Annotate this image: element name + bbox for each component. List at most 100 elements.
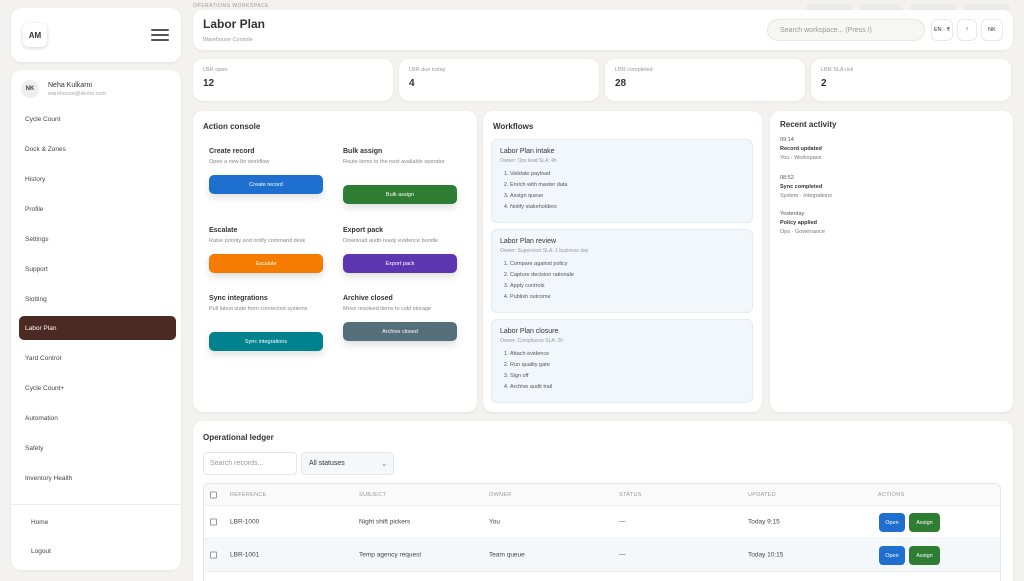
action-title: Archive closed: [343, 295, 393, 302]
kpi-label: LBR completed: [615, 67, 653, 73]
sidebar-item[interactable]: Dock & Zones: [19, 137, 176, 161]
panel-title: Operational ledger: [203, 433, 274, 442]
workflow-step: Attach evidence: [510, 349, 744, 360]
kpi-value: 2: [821, 78, 827, 89]
sidebar-item-label: Profile: [25, 205, 44, 213]
operational-ledger: Operational ledger Search records... All…: [193, 421, 1013, 581]
action-button[interactable]: Export pack: [343, 254, 457, 273]
row-checkbox[interactable]: [210, 551, 217, 559]
kpi-card: LBR open 12: [193, 59, 393, 101]
ledger-search-input[interactable]: Search records...: [203, 452, 297, 475]
sidebar-item[interactable]: Yard Control: [19, 346, 176, 370]
brand-logo: AM: [23, 23, 47, 47]
cell-owner: You: [489, 518, 500, 526]
table-row: LBR-1000 Night shift pickers You — Today 9:1…: [204, 506, 1000, 539]
sidebar-item-label: Logout: [31, 547, 51, 555]
user-email: warehouse@demo.com: [48, 90, 107, 97]
workflow-title: Labor Plan closure: [500, 328, 559, 335]
action-card: Sync integrations Pull latest state from …: [209, 295, 329, 351]
action-card: Create record Open a new lbr workflow Crea…: [209, 148, 329, 194]
open-button[interactable]: Open: [879, 513, 905, 532]
column-header: STATUS: [619, 491, 642, 498]
sidebar-item-label: Safety: [25, 444, 44, 452]
sidebar-item[interactable]: Profile: [19, 197, 176, 221]
action-description: Pull latest state from connected systems: [209, 306, 308, 312]
user-block: NK Neha Kulkarni warehouse@demo.com: [11, 70, 181, 108]
recent-activity-panel: Recent activity 09:14 Record updated You ·…: [770, 111, 1013, 412]
action-button[interactable]: Create record: [209, 175, 323, 194]
activity-item: 08:52 Sync completed System · Integrations: [780, 175, 832, 199]
sidebar-item-logout[interactable]: Logout: [19, 539, 176, 563]
cell-ref: LBR-1001: [230, 551, 260, 559]
row-checkbox[interactable]: [210, 518, 217, 526]
open-button[interactable]: Open: [879, 546, 905, 565]
action-button[interactable]: Bulk assign: [343, 185, 457, 204]
workflow-step: Enrich with master data: [510, 180, 744, 191]
sidebar-item-label: Inventory Health: [25, 474, 73, 482]
workflow-title: Labor Plan review: [500, 238, 557, 245]
action-title: Create record: [209, 148, 255, 155]
sidebar-item[interactable]: Labor Plan: [19, 316, 176, 340]
search-input[interactable]: Search workspace... (Press /): [767, 19, 925, 41]
activity-subtitle: Ops · Governance: [780, 229, 825, 235]
sidebar-item[interactable]: Settings: [19, 227, 176, 251]
activity-subtitle: You · Workspace: [780, 155, 822, 161]
column-header: OWNER: [489, 491, 512, 498]
sidebar-item-label: Automation: [25, 414, 58, 422]
workflow-steps: Attach evidenceRun quality gateSign offA…: [500, 349, 744, 393]
sidebar-item-label: Dock & Zones: [25, 145, 66, 153]
select-all-checkbox[interactable]: [210, 491, 217, 498]
header-pill: [806, 4, 852, 12]
workflow-step: Notify stakeholders: [510, 202, 744, 213]
header-pill: [964, 4, 1010, 12]
status-filter-value: All statuses: [309, 460, 345, 467]
workflow-step: Compare against policy: [510, 259, 744, 270]
assign-button[interactable]: Assign: [909, 546, 940, 565]
panel-title: Recent activity: [780, 120, 837, 129]
column-header: UPDATED: [748, 491, 776, 498]
kpi-card: LBR completed 28: [605, 59, 805, 101]
action-title: Export pack: [343, 227, 384, 234]
workflow-step: Capture decision rationale: [510, 270, 744, 281]
status-filter-select[interactable]: All statuses ⌄: [301, 452, 394, 475]
sidebar-item-label: Labor Plan: [25, 324, 57, 332]
column-header: SUBJECT: [359, 491, 387, 498]
header-pill: [910, 4, 956, 12]
panel-title: Action console: [203, 122, 261, 131]
cell-updated: Today 9:15: [748, 518, 780, 526]
sidebar-item[interactable]: Cycle Count: [19, 107, 176, 131]
table-header: REFERENCE SUBJECT OWNER STATUS UPDATED ACTION…: [204, 484, 1000, 506]
workflow-card: Labor Plan intake Owner: Ops lead SLA: 4h…: [491, 139, 753, 223]
action-button[interactable]: Escalate: [209, 254, 323, 273]
action-description: Route items to the next available operat…: [343, 159, 445, 165]
assign-button[interactable]: Assign: [909, 513, 940, 532]
ledger-table: REFERENCE SUBJECT OWNER STATUS UPDATED ACTION…: [203, 483, 1001, 581]
sidebar-item[interactable]: Inventory Health: [19, 466, 176, 490]
cell-subject: Temp agency request: [359, 551, 422, 559]
cell-updated: Today 10:15: [748, 551, 784, 559]
workflow-step: Publish outcome: [510, 292, 744, 303]
sidebar-item[interactable]: History: [19, 167, 176, 191]
workflow-owner: Owner: Supervisor SLA: 1 business day: [500, 248, 589, 254]
page-header: Labor Plan Warehouse Console Search work…: [193, 10, 1013, 50]
hamburger-icon[interactable]: [151, 29, 169, 41]
notification-button[interactable]: !: [957, 19, 977, 41]
action-title: Sync integrations: [209, 295, 268, 302]
sidebar-item[interactable]: Safety: [19, 436, 176, 460]
workspace-label: OPERATIONS WORKSPACE: [193, 3, 269, 9]
kpi-value: 4: [409, 78, 415, 89]
sidebar-item-label: Support: [25, 265, 48, 273]
action-card: Escalate Raise priority and notify comman…: [209, 227, 329, 273]
sidebar-item[interactable]: Slotting: [19, 287, 176, 311]
sidebar-item[interactable]: Cycle Count+: [19, 376, 176, 400]
avatar-button[interactable]: NK: [981, 19, 1003, 41]
action-button[interactable]: Archive closed: [343, 322, 457, 341]
workflow-step: Assign queue: [510, 191, 744, 202]
language-button[interactable]: EN · ₹: [931, 19, 953, 41]
sidebar-item[interactable]: Support: [19, 257, 176, 281]
sidebar-item[interactable]: Automation: [19, 406, 176, 430]
sidebar-item-home[interactable]: Home: [19, 510, 176, 534]
action-button[interactable]: Sync integrations: [209, 332, 323, 351]
workflow-step: Run quality gate: [510, 360, 744, 371]
workflow-step: Sign off: [510, 371, 744, 382]
